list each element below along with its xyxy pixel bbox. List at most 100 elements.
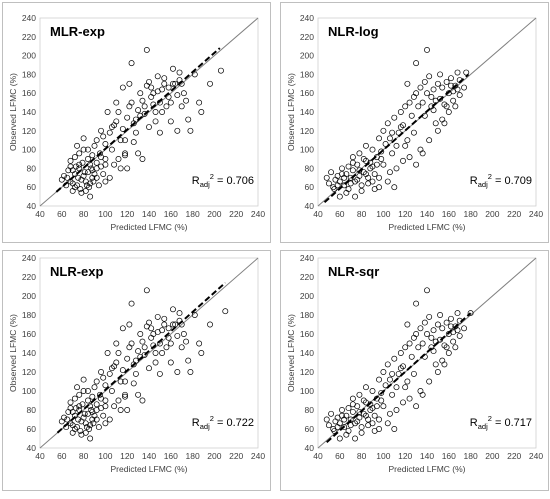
data-point xyxy=(345,405,352,412)
data-point xyxy=(341,182,348,189)
data-point xyxy=(115,109,122,115)
y-tick-label: 200 xyxy=(300,291,314,301)
data-point xyxy=(369,146,376,153)
data-point xyxy=(456,92,463,99)
data-point xyxy=(397,124,404,130)
chart-title: NLR-sqr xyxy=(328,264,379,279)
y-tick-label: 60 xyxy=(305,182,315,192)
data-point xyxy=(428,344,435,351)
data-point xyxy=(441,361,448,368)
data-point xyxy=(397,350,404,356)
data-point xyxy=(95,182,102,189)
fit-line xyxy=(56,281,226,434)
data-point xyxy=(76,403,83,410)
data-point xyxy=(124,114,131,121)
data-point xyxy=(137,90,144,97)
data-point xyxy=(367,407,374,413)
data-point xyxy=(448,315,454,322)
data-point xyxy=(415,103,422,110)
data-point xyxy=(146,365,152,372)
x-tick-label: 120 xyxy=(398,451,412,461)
data-point xyxy=(132,370,139,377)
data-point xyxy=(419,391,426,398)
y-tick-label: 200 xyxy=(300,51,314,61)
x-tick-label: 60 xyxy=(57,451,67,461)
data-point xyxy=(117,407,124,413)
data-point xyxy=(413,90,420,97)
y-tick-label: 120 xyxy=(22,367,36,377)
data-point xyxy=(424,331,430,337)
data-point xyxy=(404,137,411,144)
data-point xyxy=(400,157,406,164)
data-point xyxy=(365,422,372,429)
data-point xyxy=(325,422,332,429)
data-point xyxy=(417,325,424,332)
data-point xyxy=(336,193,343,200)
data-point xyxy=(183,338,190,345)
data-point xyxy=(415,344,422,351)
data-point xyxy=(163,344,170,351)
data-point xyxy=(167,359,174,366)
data-point xyxy=(380,403,387,410)
y-tick-label: 140 xyxy=(22,348,36,358)
x-tick-label: 60 xyxy=(57,209,67,219)
data-point xyxy=(67,157,74,164)
identity-line xyxy=(39,17,259,207)
data-point xyxy=(354,418,361,425)
x-tick-label: 180 xyxy=(464,451,478,461)
x-tick-label: 80 xyxy=(79,209,89,219)
data-point xyxy=(404,80,411,87)
x-axis-label: Predicted LFMC (%) xyxy=(111,464,188,474)
data-point xyxy=(384,420,391,427)
data-point xyxy=(156,370,163,377)
data-point xyxy=(434,127,441,134)
data-point xyxy=(152,109,159,115)
data-point xyxy=(176,310,183,317)
data-point xyxy=(119,125,126,132)
data-point xyxy=(104,109,111,115)
y-tick-label: 180 xyxy=(300,310,314,320)
data-point xyxy=(445,350,452,356)
data-point xyxy=(339,407,345,413)
data-point xyxy=(75,416,82,423)
data-point xyxy=(170,65,176,72)
data-point xyxy=(406,154,413,161)
data-point xyxy=(130,139,137,146)
data-point xyxy=(135,150,142,157)
data-point xyxy=(363,171,369,177)
data-point xyxy=(106,174,113,181)
data-point xyxy=(76,391,83,398)
y-axis-label: Observed LFMC (%) xyxy=(8,314,18,392)
data-point xyxy=(79,401,86,408)
data-point xyxy=(434,80,441,87)
chart-panel-4: 40 60 80 100 120 140 160 180 200 220 240 40 60 80 100 1… xyxy=(280,250,549,491)
data-point xyxy=(349,395,356,402)
data-point xyxy=(432,361,439,368)
data-point xyxy=(400,363,406,370)
x-tick-label: 100 xyxy=(98,209,112,219)
data-point xyxy=(328,169,335,176)
data-point xyxy=(413,331,420,337)
y-axis-label: Observed LFMC (%) xyxy=(286,314,296,392)
plot-area xyxy=(317,17,537,207)
data-point xyxy=(363,384,369,391)
data-point xyxy=(452,103,459,110)
data-point xyxy=(382,141,389,147)
x-tick-label: 220 xyxy=(507,209,521,219)
data-point xyxy=(187,369,194,375)
data-point xyxy=(408,353,415,360)
y-tick-label: 100 xyxy=(300,386,314,396)
data-point xyxy=(395,370,402,377)
data-point xyxy=(426,137,433,144)
data-point xyxy=(369,163,376,170)
data-point xyxy=(102,141,109,147)
data-point xyxy=(441,120,448,127)
data-point xyxy=(183,97,190,104)
y-tick-label: 100 xyxy=(22,145,36,155)
data-point xyxy=(336,435,343,442)
data-point xyxy=(419,150,426,157)
y-tick-label: 180 xyxy=(300,69,314,79)
data-point xyxy=(454,327,461,334)
data-point xyxy=(143,287,150,294)
data-point xyxy=(80,172,87,179)
